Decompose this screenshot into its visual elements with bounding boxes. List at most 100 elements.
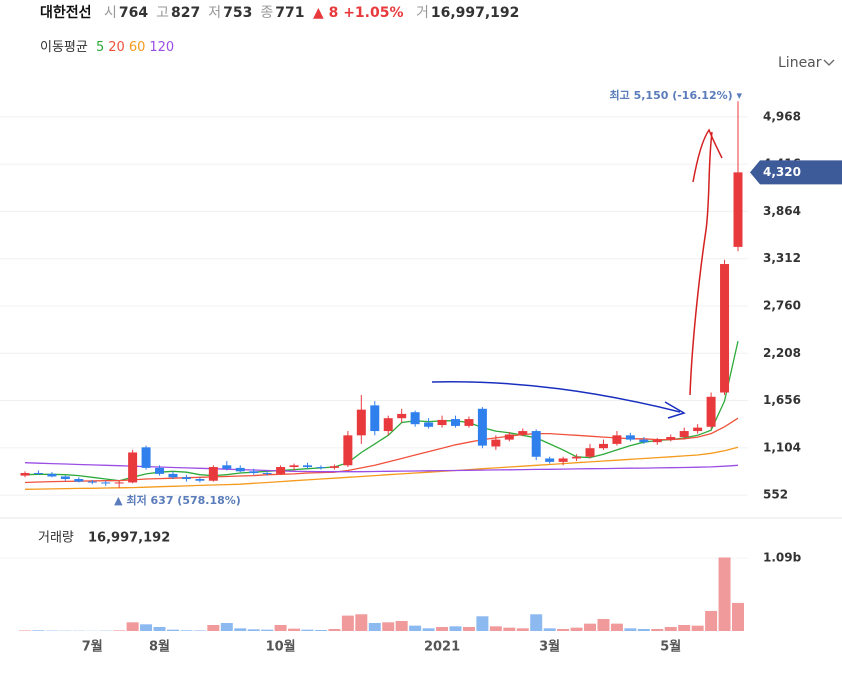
stock-header: 대한전선 시 764 고 827 저 753 종 771 ▲ 8 +1.05% 거 16,997… [40,2,519,22]
volume-bar [19,630,31,631]
candle-body [303,465,313,468]
volume-bar [436,626,449,631]
volume-bar [328,628,341,631]
candle-body [249,471,259,474]
y-tick-label: 4,968 [763,109,801,123]
moving-average-line [24,446,739,490]
volume-bar [288,628,301,631]
candle-body [410,412,420,425]
candle-body [87,481,97,483]
x-tick-label: 3월 [539,639,560,655]
candle-body [504,434,514,440]
field-value: 771 [275,5,305,21]
volume-bar [678,624,691,631]
volume-bar [247,629,260,631]
volume-title: 거래량 [38,531,74,546]
candle-body [128,452,138,483]
candle-body [733,172,743,247]
volume-bar [610,623,623,631]
field-label: 종 [260,5,274,21]
volume-bar [597,618,610,631]
price-fields: 시 764 고 827 저 753 종 771 [96,5,305,21]
volume-bar [651,628,664,631]
volume-bar [368,622,381,631]
candle-body [572,456,582,459]
candle-body [706,396,716,427]
volume-bar [530,614,543,631]
volume-bar [705,610,718,631]
volume-bar [341,615,354,631]
candle-body [720,264,730,393]
volume-total: 16,997,192 [88,531,170,546]
candle-body [639,439,649,443]
volume-bar [261,629,274,631]
candle-body [329,466,339,468]
candle-body [222,465,232,469]
candle-body [20,473,30,476]
volume-bar [476,616,489,631]
y-tick-label: 1.09b [763,551,802,565]
volume-bar [180,630,193,631]
volume-bar [382,622,395,631]
candle-body [383,418,393,432]
candle-body [397,413,407,419]
candle-body [464,419,474,426]
field-value: 764 [118,5,149,21]
candle-body [316,467,326,469]
volume-label: 거 [415,5,429,21]
candle-body [356,409,366,436]
y-tick-label: 1,656 [763,393,801,407]
volume-bar [409,625,422,631]
candle-body [181,477,191,480]
field-value: 827 [171,5,201,21]
candle-body [74,479,84,482]
y-tick-label: 3,312 [763,251,801,265]
volume-bar [355,614,368,631]
scale-mode[interactable]: Linear [778,55,822,71]
hand-drawn-blue-arrow [431,381,686,419]
price-change: ▲ 8 +1.05% [312,5,404,21]
volume-bar [557,628,570,631]
volume-bar [570,627,583,631]
field-label: 고 [156,5,169,21]
volume-bar [637,628,650,631]
field-label: 시 [103,5,117,21]
volume-bar [140,624,153,631]
legend-entry: 5 [95,40,105,55]
candle-body [491,439,501,447]
candle-body [693,427,703,432]
volume-bar [220,622,233,631]
y-tick-label: 1,104 [763,440,801,454]
legend-entry: 20 [108,40,125,55]
candle-body [652,439,662,443]
volume-bar [462,626,475,631]
candle-body [450,419,460,426]
x-tick-label: 5월 [660,639,681,655]
candle-body [679,431,689,438]
candle-body [558,458,568,462]
candle-body [343,435,353,466]
volume-bar [274,624,287,631]
candle-body [262,473,272,475]
candle-body [612,435,622,444]
candle-body [437,419,447,426]
volume-bar [691,625,704,631]
scale-chevron[interactable] [823,59,835,66]
low-annotation: ▲ 최저 637 (578.18%) [114,493,241,507]
volume-bar [166,629,179,631]
y-tick-label: 3,864 [763,204,801,218]
candle-body [195,479,205,481]
y-tick-label: 2,208 [763,346,801,360]
volume-bar [584,623,597,631]
legend-entry: 60 [128,40,146,55]
y-tick-label: 2,760 [763,298,801,312]
volume-bar [32,630,45,631]
volume-bar [422,628,435,631]
candle-body [370,405,380,432]
hand-drawn-red-arrow [689,128,723,396]
candle-body [114,482,124,484]
candle-body [424,422,434,427]
current-price-label: 4,320 [763,165,801,179]
volume-bar [153,626,166,631]
candle-body [208,467,218,481]
